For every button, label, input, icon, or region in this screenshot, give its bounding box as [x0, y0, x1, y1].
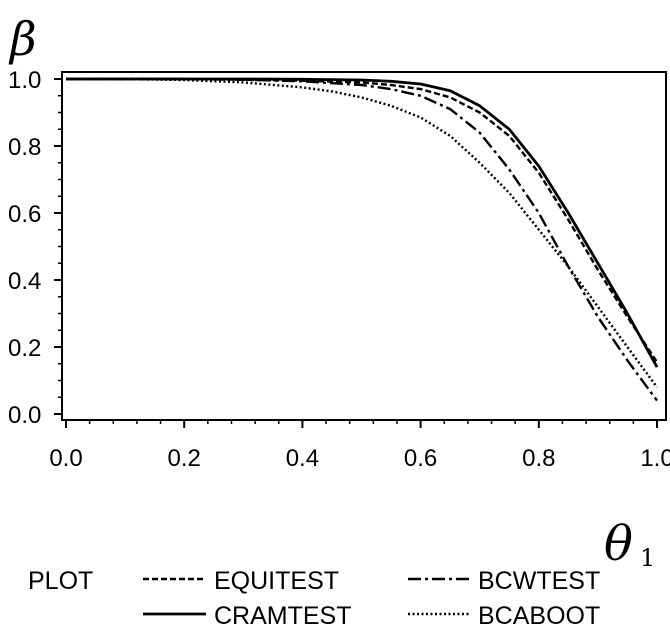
y-tick-label: 0.6: [8, 201, 41, 228]
series-layer: [66, 77, 659, 402]
y-tick-label: 0.0: [8, 402, 41, 429]
y-tick-label: 0.8: [8, 134, 41, 161]
legend-title: PLOT: [28, 567, 93, 595]
y-tick-label: 0.4: [8, 268, 41, 295]
legend-label-bcwtest: BCWTEST: [478, 567, 600, 595]
legend-label-equitest: EQUITEST: [214, 567, 339, 595]
x-tick-label: 1.0: [640, 445, 670, 472]
series-line-equitest: [66, 77, 659, 363]
x-tick-label: 0.4: [286, 445, 319, 472]
x-axis-label: θ: [604, 516, 633, 572]
x-axis: 0.0 0.2 0.4 0.6 0.8 1.0: [49, 420, 670, 472]
plot-frame: [61, 71, 667, 421]
x-tick-label: 0.6: [404, 445, 437, 472]
series-line-cramtest: [66, 77, 659, 368]
legend-label-bcaboot: BCABOOT: [478, 602, 600, 630]
series-line-bcaboot: [66, 77, 658, 388]
y-tick-label: 1.0: [8, 67, 41, 94]
legend-label-cramtest: CRAMTEST: [214, 602, 352, 630]
x-tick-label: 0.2: [168, 445, 201, 472]
y-tick-label: 0.2: [8, 335, 41, 362]
legend: PLOT EQUITEST CRAMTEST BCWTEST BCABOOT: [28, 567, 600, 630]
y-axis-label: β: [8, 12, 37, 66]
x-tick-label: 0.0: [49, 445, 82, 472]
y-axis: 0.0 0.2 0.4 0.6 0.8 1.0: [8, 67, 62, 429]
x-tick-label: 0.8: [522, 445, 555, 472]
series-line-bcwtest: [66, 77, 658, 402]
x-axis-label-subscript: 1: [640, 544, 655, 572]
